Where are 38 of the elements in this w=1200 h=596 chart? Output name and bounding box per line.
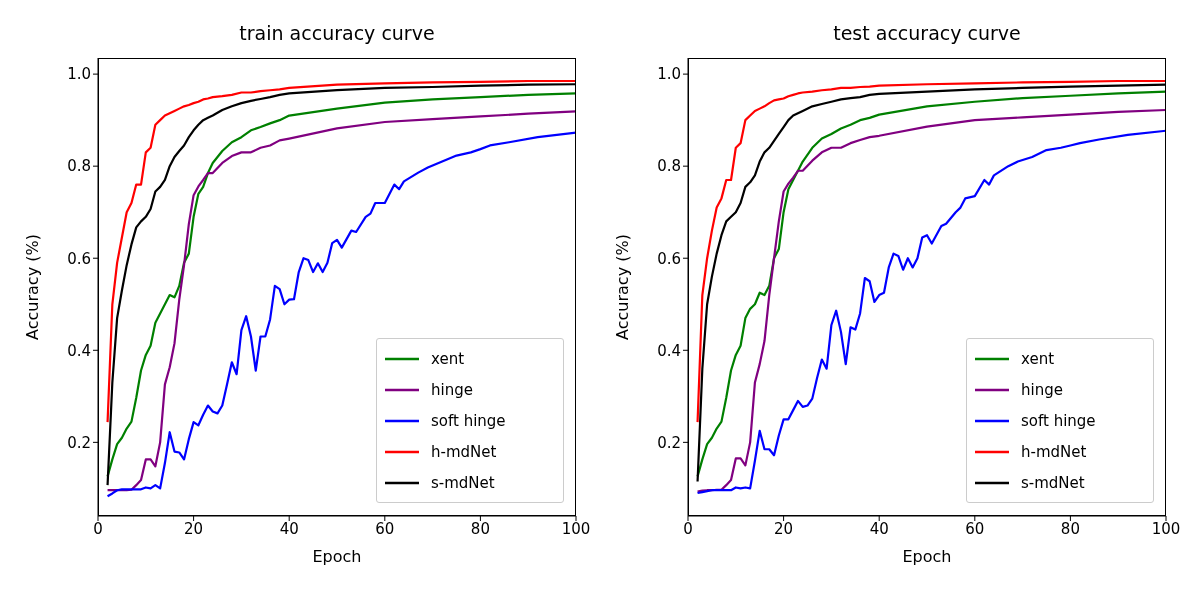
- y-tick-label: 0.6: [67, 249, 91, 268]
- x-axis-title: Epoch: [312, 547, 362, 566]
- y-tick-label: 0.4: [67, 341, 91, 360]
- x-tick-label: 20: [184, 519, 204, 538]
- chart-title: test accuracy curve: [832, 22, 1022, 44]
- legend-label: hinge: [1021, 380, 1063, 399]
- y-axis-title: Accuracy (%): [22, 234, 42, 340]
- y-tick-label: 1.0: [657, 65, 681, 84]
- legend-label: xent: [1021, 349, 1055, 368]
- x-tick-label: 0: [93, 519, 103, 538]
- x-tick-label: 80: [1060, 519, 1080, 538]
- legend-label: h-mdNet: [431, 442, 497, 461]
- y-axis-title: Accuracy (%): [612, 234, 632, 340]
- legend-label: soft hinge: [431, 411, 506, 430]
- x-tick-label: 20: [774, 519, 794, 538]
- x-tick-label: 100: [561, 519, 591, 538]
- x-tick-label: 0: [683, 519, 693, 538]
- x-tick-label: 40: [869, 519, 889, 538]
- y-tick-label: 0.2: [657, 433, 681, 452]
- x-tick-label: 80: [470, 519, 490, 538]
- y-tick-label: 0.6: [657, 249, 681, 268]
- x-axis-title: Epoch: [902, 547, 952, 566]
- legend-label: s-mdNet: [431, 473, 495, 492]
- legend-label: s-mdNet: [1021, 473, 1085, 492]
- legend-label: soft hinge: [1021, 411, 1096, 430]
- x-tick-label: 60: [965, 519, 985, 538]
- x-tick-label: 60: [375, 519, 395, 538]
- legend-label: h-mdNet: [1021, 442, 1087, 461]
- legend-label: hinge: [431, 380, 473, 399]
- legend-label: xent: [431, 349, 465, 368]
- x-tick-label: 40: [279, 519, 299, 538]
- y-tick-label: 0.8: [657, 157, 681, 176]
- chart-title: train accuracy curve: [238, 22, 436, 44]
- y-tick-label: 0.2: [67, 433, 91, 452]
- y-tick-label: 1.0: [67, 65, 91, 84]
- y-tick-label: 0.4: [657, 341, 681, 360]
- y-tick-label: 0.8: [67, 157, 91, 176]
- x-tick-label: 100: [1151, 519, 1181, 538]
